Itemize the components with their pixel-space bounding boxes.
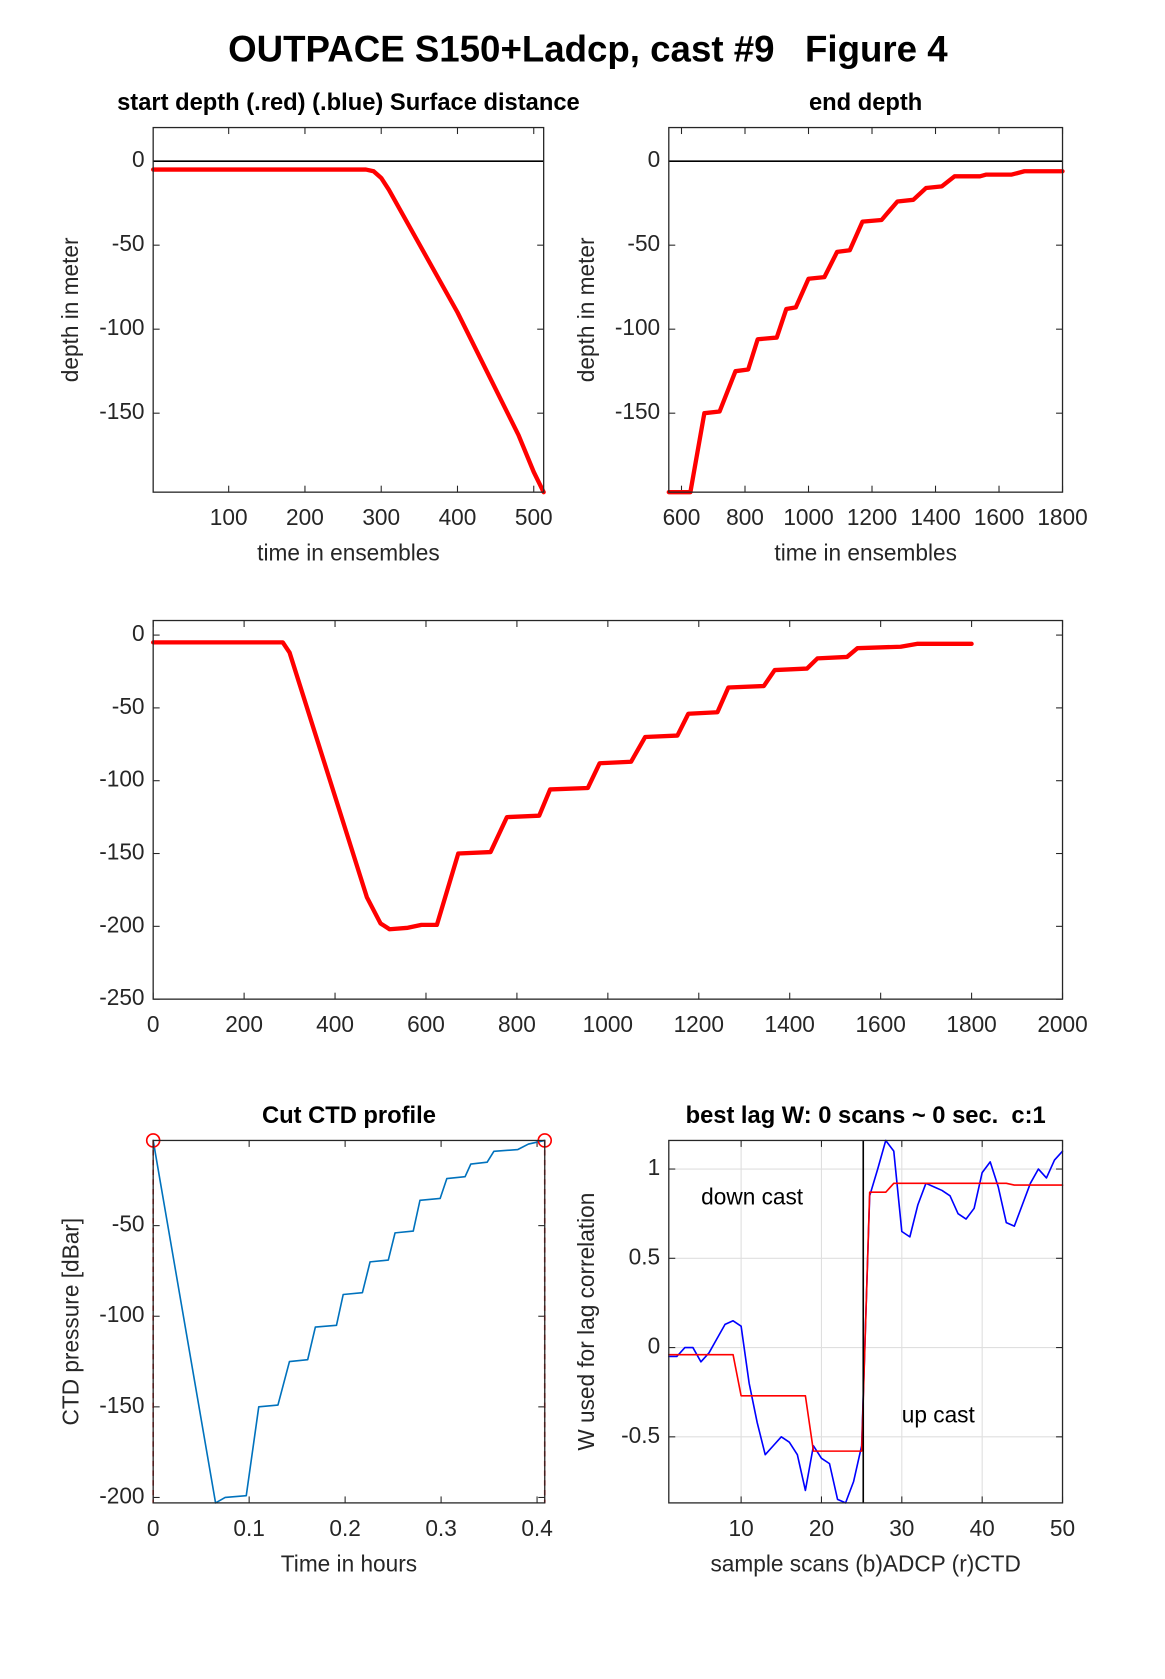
figure-title: OUTPACE S150+Ladcp, cast #9 Figure 4 <box>228 29 948 70</box>
x-tick-label: 10 <box>729 1515 754 1541</box>
axes-box <box>668 1139 1064 1504</box>
chart-title: best lag W: 0 scans ~ 0 sec. c:1 <box>686 1103 1046 1129</box>
axes-box <box>668 126 1064 493</box>
plot-area <box>153 127 544 493</box>
y-tick-label: -100 <box>99 766 144 792</box>
y-tick-label: -150 <box>99 839 144 865</box>
x-tick-label: 1400 <box>910 504 960 530</box>
y-axis-label: CTD pressure [dBar] <box>57 1218 83 1426</box>
chart-title: Cut CTD profile <box>262 1103 436 1129</box>
x-tick-label: 300 <box>362 504 400 530</box>
y-tick-label: -100 <box>99 314 144 340</box>
x-tick-label: 1200 <box>847 504 897 530</box>
x-tick-label: 600 <box>407 1011 445 1037</box>
x-tick-label: 200 <box>225 1011 263 1037</box>
x-axis-label: time in ensembles <box>257 540 439 566</box>
x-tick-label: 0.3 <box>425 1515 456 1541</box>
y-tick-label: 0 <box>648 146 661 172</box>
data-line <box>667 1182 1064 1452</box>
y-tick-label: -200 <box>99 1482 144 1508</box>
data-line <box>151 167 546 495</box>
x-tick-label: 40 <box>970 1515 995 1541</box>
annotation: up cast <box>902 1402 976 1428</box>
x-tick-label: 0.2 <box>329 1515 360 1541</box>
x-tick-label: 1800 <box>946 1011 996 1037</box>
chart-title: start depth (.red) (.blue) Surface dista… <box>117 90 580 116</box>
y-tick-label: 1 <box>648 1154 661 1180</box>
x-tick-label: 20 <box>809 1515 834 1541</box>
axes-box <box>152 619 1064 1000</box>
y-tick-label: -50 <box>112 693 145 719</box>
x-tick-label: 600 <box>663 504 701 530</box>
plot-area <box>153 620 1063 1000</box>
x-tick-label: 1000 <box>583 1011 633 1037</box>
plot-area <box>668 127 1063 493</box>
x-tick-label: 800 <box>726 504 764 530</box>
x-tick-label: 500 <box>515 504 553 530</box>
x-tick-label: 30 <box>889 1515 914 1541</box>
annotation: down cast <box>701 1184 804 1210</box>
x-tick-label: 1800 <box>1037 504 1087 530</box>
axes-box <box>152 1139 546 1504</box>
data-line <box>152 1139 546 1504</box>
x-axis-label: Time in hours <box>281 1550 417 1576</box>
axes-box <box>152 126 545 493</box>
plot-area <box>153 1140 545 1503</box>
y-axis-label: W used for lag correlation <box>573 1193 599 1451</box>
y-axis-label: depth in meter <box>573 237 599 382</box>
y-tick-label: -150 <box>99 1392 144 1418</box>
chart-title: end depth <box>809 90 922 116</box>
y-tick-label: 0.5 <box>629 1243 660 1269</box>
x-tick-label: 1200 <box>674 1011 724 1037</box>
x-tick-label: 0.4 <box>521 1515 552 1541</box>
y-tick-label: -50 <box>112 1211 145 1237</box>
y-tick-label: -100 <box>99 1301 144 1327</box>
x-tick-label: 0 <box>147 1515 160 1541</box>
y-axis-label: depth in meter <box>57 237 83 382</box>
x-tick-label: 400 <box>316 1011 354 1037</box>
x-tick-label: 100 <box>210 504 248 530</box>
x-tick-label: 0 <box>147 1011 160 1037</box>
y-tick-label: -150 <box>615 398 660 424</box>
x-tick-label: 1000 <box>783 504 833 530</box>
x-tick-label: 800 <box>498 1011 536 1037</box>
y-tick-label: -50 <box>627 230 660 256</box>
x-axis-label: time in ensembles <box>774 540 956 566</box>
data-line <box>151 640 974 932</box>
x-axis-label: sample scans (b)ADCP (r)CTD <box>710 1550 1020 1576</box>
x-tick-label: 400 <box>439 504 477 530</box>
x-tick-label: 1600 <box>855 1011 905 1037</box>
y-tick-label: -150 <box>99 398 144 424</box>
y-tick-label: -50 <box>112 230 145 256</box>
y-tick-label: -0.5 <box>621 1422 660 1448</box>
x-tick-label: 1600 <box>974 504 1024 530</box>
y-tick-label: 0 <box>132 620 145 646</box>
x-tick-label: 1400 <box>765 1011 815 1037</box>
x-tick-label: 50 <box>1050 1515 1075 1541</box>
y-tick-label: -250 <box>99 984 144 1010</box>
y-tick-label: -200 <box>99 911 144 937</box>
y-tick-label: -100 <box>615 314 660 340</box>
y-tick-label: 0 <box>132 146 145 172</box>
data-line <box>666 169 1065 495</box>
y-tick-label: 0 <box>648 1333 661 1359</box>
x-tick-label: 2000 <box>1037 1011 1087 1037</box>
x-tick-label: 200 <box>286 504 324 530</box>
x-tick-label: 0.1 <box>233 1515 264 1541</box>
